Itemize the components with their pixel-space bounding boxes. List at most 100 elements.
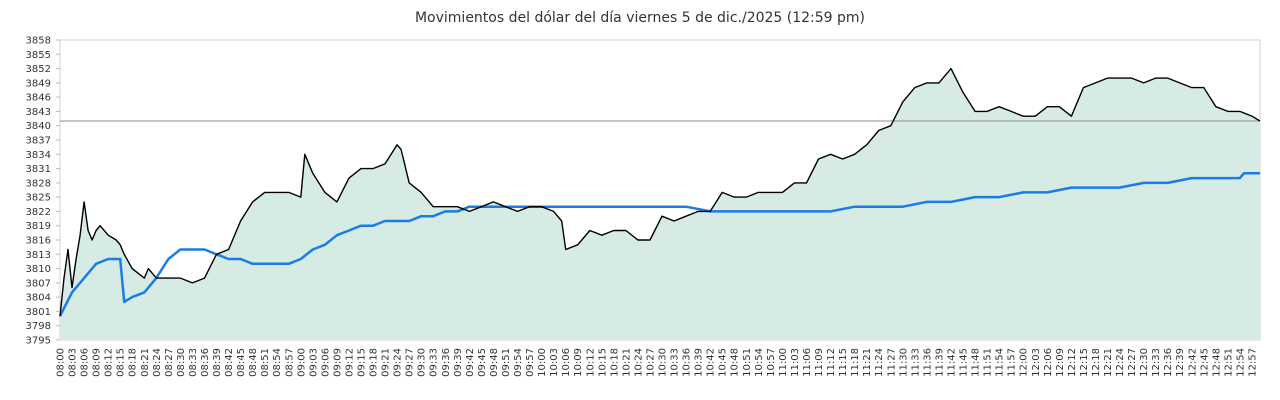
x-tick-label: 11:45	[959, 348, 970, 377]
x-tick-label: 11:36	[922, 348, 933, 377]
x-tick-label: 12:45	[1199, 348, 1210, 377]
x-tick-label: 09:45	[477, 348, 488, 377]
x-tick-label: 10:33	[670, 348, 681, 377]
x-tick-label: 10:39	[694, 348, 705, 377]
x-tick-label: 12:12	[1067, 348, 1078, 377]
x-tick-label: 08:36	[200, 348, 211, 377]
x-tick-label: 11:03	[790, 348, 801, 377]
x-tick-label: 10:42	[706, 348, 717, 377]
x-tick-label: 08:18	[128, 348, 139, 377]
x-tick-label: 08:03	[68, 348, 79, 377]
y-tick-label: 3804	[26, 293, 51, 304]
x-tick-label: 11:18	[850, 348, 861, 377]
x-tick-label: 10:00	[537, 348, 548, 377]
x-tick-label: 10:48	[730, 348, 741, 377]
x-tick-label: 12:15	[1079, 348, 1090, 377]
x-tick-label: 09:12	[344, 348, 355, 377]
x-tick-label: 12:54	[1235, 348, 1246, 377]
x-tick-label: 10:36	[682, 348, 693, 377]
y-tick-label: 3858	[26, 36, 51, 47]
x-tick-label: 11:21	[862, 348, 873, 377]
x-tick-label: 09:03	[308, 348, 319, 377]
x-tick-label: 12:06	[1043, 348, 1054, 377]
y-tick-label: 3834	[26, 150, 51, 161]
x-tick-label: 12:48	[1211, 348, 1222, 377]
x-axis: 08:00 08:03 08:06 08:09 08:12 08:15 08:18 08:21…	[56, 348, 1259, 377]
x-tick-label: 10:06	[561, 348, 572, 377]
x-tick-label: 08:33	[188, 348, 199, 377]
x-tick-label: 08:09	[92, 348, 103, 377]
x-tick-label: 11:48	[971, 348, 982, 377]
x-tick-label: 11:54	[995, 348, 1006, 377]
x-tick-label: 09:36	[441, 348, 452, 377]
price-area	[60, 68, 1260, 340]
x-tick-label: 09:42	[465, 348, 476, 377]
x-tick-label: 09:21	[381, 348, 392, 377]
y-tick-label: 3819	[26, 221, 51, 232]
x-tick-label: 10:15	[597, 348, 608, 377]
x-tick-label: 08:30	[176, 348, 187, 377]
x-tick-label: 09:54	[513, 348, 524, 377]
x-tick-label: 10:12	[585, 348, 596, 377]
y-tick-label: 3810	[26, 264, 51, 275]
x-tick-label: 08:57	[284, 348, 295, 377]
y-axis: 3795 3798 3801 3804 3807 3810 3813 3816 3819 3822…	[26, 36, 60, 347]
x-tick-label: 12:00	[1019, 348, 1030, 377]
x-tick-label: 08:54	[272, 348, 283, 377]
x-tick-label: 12:21	[1103, 348, 1114, 377]
x-tick-label: 12:18	[1091, 348, 1102, 377]
x-tick-label: 10:54	[754, 348, 765, 377]
x-tick-label: 10:30	[658, 348, 669, 377]
x-tick-label: 12:03	[1031, 348, 1042, 377]
x-tick-label: 12:57	[1247, 348, 1258, 377]
x-tick-label: 12:09	[1055, 348, 1066, 377]
chart-title: Movimientos del dólar del día viernes 5 …	[415, 10, 865, 26]
x-tick-label: 08:00	[56, 348, 67, 377]
x-tick-label: 09:27	[405, 348, 416, 377]
x-tick-label: 09:51	[501, 348, 512, 377]
x-tick-label: 11:09	[814, 348, 825, 377]
x-tick-label: 11:15	[838, 348, 849, 377]
x-tick-label: 08:42	[224, 348, 235, 377]
x-tick-label: 09:15	[357, 348, 368, 377]
y-tick-label: 3828	[26, 178, 51, 189]
y-tick-label: 3813	[26, 250, 51, 261]
x-tick-label: 08:39	[212, 348, 223, 377]
x-tick-label: 11:30	[898, 348, 909, 377]
x-tick-label: 11:51	[983, 348, 994, 377]
x-tick-label: 10:03	[549, 348, 560, 377]
x-tick-label: 08:24	[152, 348, 163, 377]
y-tick-label: 3807	[26, 278, 51, 289]
x-tick-label: 10:21	[621, 348, 632, 377]
x-tick-label: 12:30	[1139, 348, 1150, 377]
x-tick-label: 09:00	[296, 348, 307, 377]
x-tick-label: 10:57	[766, 348, 777, 377]
y-tick-label: 3843	[26, 107, 51, 118]
price-series-line	[59, 67, 1261, 317]
x-tick-label: 10:24	[633, 348, 644, 377]
y-tick-label: 3849	[26, 78, 51, 89]
x-tick-label: 08:15	[116, 348, 127, 377]
price-line	[59, 67, 1261, 317]
price-area-fill	[60, 68, 1260, 340]
x-tick-label: 08:06	[80, 348, 91, 377]
y-tick-label: 3852	[26, 64, 51, 75]
x-tick-label: 11:00	[778, 348, 789, 377]
x-tick-label: 10:09	[573, 348, 584, 377]
x-tick-label: 12:33	[1151, 348, 1162, 377]
x-tick-label: 10:51	[742, 348, 753, 377]
x-tick-label: 11:27	[886, 348, 897, 377]
x-tick-label: 09:24	[393, 348, 404, 377]
x-tick-label: 12:39	[1175, 348, 1186, 377]
x-tick-label: 11:06	[802, 348, 813, 377]
y-tick-label: 3855	[26, 50, 51, 61]
x-tick-label: 08:48	[248, 348, 259, 377]
x-tick-label: 11:33	[910, 348, 921, 377]
x-tick-label: 08:27	[164, 348, 175, 377]
x-tick-label: 09:48	[489, 348, 500, 377]
x-tick-label: 11:42	[946, 348, 957, 377]
x-tick-label: 12:27	[1127, 348, 1138, 377]
x-tick-label: 09:30	[417, 348, 428, 377]
y-tick-label: 3840	[26, 121, 51, 132]
